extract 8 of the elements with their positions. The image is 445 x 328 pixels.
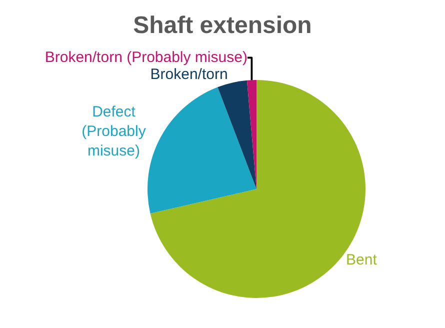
pie-slice	[246, 80, 256, 189]
pie-slice	[218, 80, 256, 189]
slice-label: Defect (Probably misuse)	[82, 103, 146, 160]
chart-title: Shaft extension	[133, 12, 312, 40]
slice-label: Broken/torn	[150, 66, 228, 84]
pie-slice	[148, 87, 256, 214]
slice-label: Bent	[346, 252, 378, 269]
slice-label: Broken/torn (Probably misuse)	[44, 49, 248, 66]
